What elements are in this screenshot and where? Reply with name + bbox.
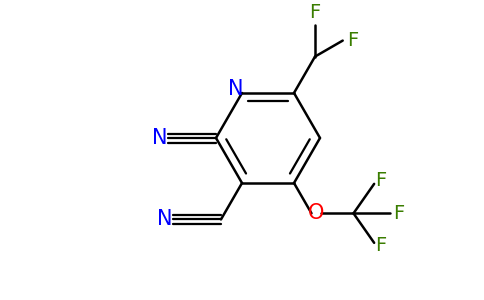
Text: N: N [152,128,168,148]
Text: F: F [347,31,358,50]
Text: F: F [376,236,387,255]
Text: F: F [393,204,404,223]
Text: N: N [157,209,173,230]
Text: F: F [309,3,320,22]
Text: O: O [308,203,325,223]
Text: F: F [376,171,387,190]
Text: N: N [228,79,244,99]
